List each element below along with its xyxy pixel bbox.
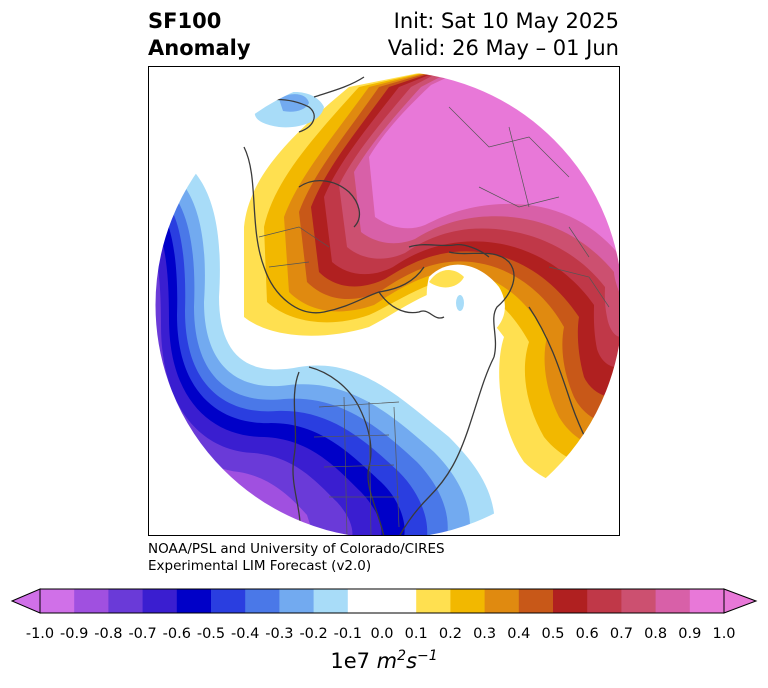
colorbar-bin [518,589,554,613]
colorbar-bin [108,589,144,613]
colorbar-tick-label: 0.3 [473,626,497,642]
colorbar-bin [245,589,280,613]
colorbar-tick-label: 0.0 [370,626,394,642]
colorbar-outline [39,588,725,614]
colorbar-tick-label: 0.8 [644,626,668,642]
colorbar-tick-label: 0.6 [575,626,599,642]
coastlines [243,76,602,535]
colorbar-bin [142,589,178,613]
colorbar-bin [74,589,109,613]
units-s-exponent: −1 [417,648,438,664]
colorbar [10,588,758,614]
colorbar-bin [382,589,417,613]
political-borders [258,106,610,535]
valid-period: Valid: 26 May – 01 Jun [387,36,619,60]
colorbar-tick-label: -0.9 [60,626,89,642]
colorbar-tick-label: -0.2 [299,626,328,642]
units-s: s [406,649,418,673]
init-date: Init: Sat 10 May 2025 [393,9,619,33]
colorbar-tick-label: 0.4 [507,626,531,642]
colorbar-under-arrow [10,588,41,614]
map-title: SF100 Anomaly [148,8,251,62]
units-m-exponent: 2 [397,648,407,664]
colorbar-bin [655,589,691,613]
colorbar-bin [211,589,246,613]
colorbar-bin [553,589,588,613]
colorbar-bin [416,589,451,613]
colorbar-bin [279,589,315,613]
colorbar-tick-label: -0.7 [128,626,157,642]
colorbar-tick-label: 0.7 [609,626,633,642]
colorbar-bin [347,589,383,613]
colorbar-tick-label: -0.8 [94,626,123,642]
credit-line-2: Experimental LIM Forecast (v2.0) [148,558,372,574]
colorbar-tick-label: -0.4 [231,626,260,642]
colorbar-tick-label: 0.9 [678,626,702,642]
units-prefix: 1e7 [330,649,377,673]
colorbar-bin [313,589,349,613]
anomaly-map [154,70,619,535]
colorbar-tick-label: -0.5 [196,626,226,642]
colorbar-tick-label: 0.2 [438,626,462,642]
map-dates: Init: Sat 10 May 2025 Valid: 26 May – 01… [388,8,619,62]
colorbar-ticks: -1.0 -0.9 -0.8 -0.7 -0.6 -0.5 -0.4 -0.3 -0.2 -0.1… [0,626,768,646]
title-variable: SF100 [148,9,222,33]
colorbar-tick-label: 0.5 [541,626,565,642]
colorbar-bin [689,589,725,613]
colorbar-tick-label: -0.6 [162,626,191,642]
credit-text: NOAA/PSL and University of Colorado/CIRE… [148,541,445,575]
colorbar-tick-label: -0.3 [265,626,294,642]
colorbar-tick-label: 0.1 [404,626,428,642]
credit-line-1: NOAA/PSL and University of Colorado/CIRE… [148,541,445,557]
units-m: m [376,649,398,673]
colorbar-units: 1e7 m2s−1 [0,648,768,673]
colorbar-tick-label: -1.0 [25,626,55,642]
colorbar-over-arrow [723,588,758,614]
colorbar-bin [484,589,520,613]
colorbar-bin [450,589,486,613]
colorbar-tick-label: -0.1 [333,626,362,642]
colorbar-tick-label: 1.0 [712,626,736,642]
colorbar-bin [587,589,622,613]
colorbar-bin [40,589,75,613]
colorbar-bin [176,589,212,613]
title-type: Anomaly [148,36,251,60]
colorbar-bin [621,589,657,613]
map-panel [148,66,620,536]
